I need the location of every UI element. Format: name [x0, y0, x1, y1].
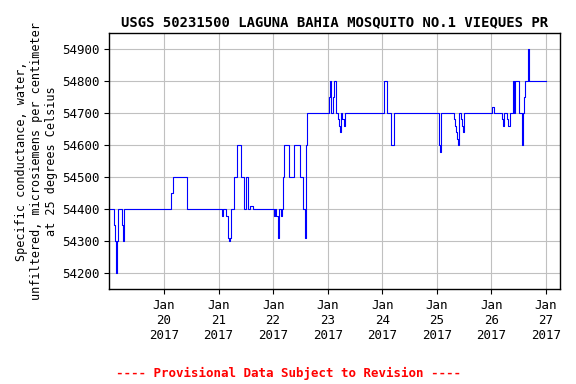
Y-axis label: Specific conductance, water,
unfiltered, microsiemens per centimeter
at 25 degre: Specific conductance, water, unfiltered,… [15, 22, 58, 300]
Text: ---- Provisional Data Subject to Revision ----: ---- Provisional Data Subject to Revisio… [116, 367, 460, 380]
Title: USGS 50231500 LAGUNA BAHIA MOSQUITO NO.1 VIEQUES PR: USGS 50231500 LAGUNA BAHIA MOSQUITO NO.1… [121, 15, 548, 29]
